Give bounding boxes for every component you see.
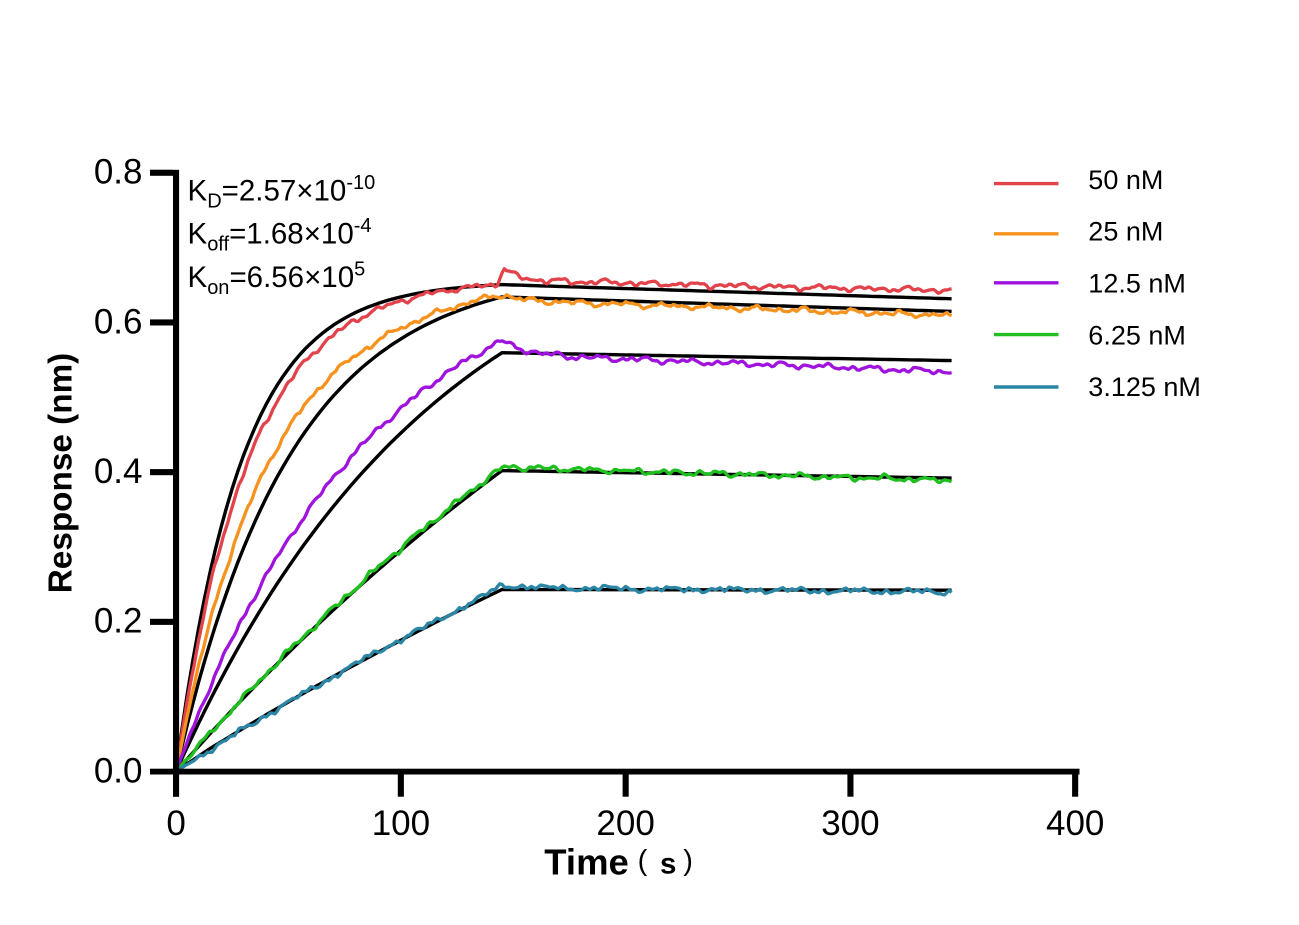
svg-text:0.6: 0.6 [94,302,143,341]
svg-text:0.2: 0.2 [94,602,143,641]
svg-text:Kon=6.56×105: Kon=6.56×105 [188,259,366,300]
svg-text:): ) [683,845,693,877]
svg-text:3.125 nM: 3.125 nM [1088,372,1201,402]
svg-text:6.25 nM: 6.25 nM [1088,321,1186,351]
svg-text:200: 200 [596,804,654,843]
svg-text:Time: Time [544,842,629,883]
svg-text:50 nM: 50 nM [1088,165,1163,195]
svg-text:0: 0 [166,804,185,843]
svg-text:25 nM: 25 nM [1088,217,1163,247]
svg-text:0.0: 0.0 [94,751,143,790]
svg-text:0.8: 0.8 [94,153,143,192]
svg-text:0.4: 0.4 [94,452,143,491]
svg-text:Response (nm): Response (nm) [43,353,80,594]
svg-text:12.5 nM: 12.5 nM [1088,268,1186,298]
svg-text:(: ( [638,845,648,877]
svg-text:300: 300 [821,804,879,843]
svg-text:100: 100 [372,804,430,843]
svg-text:s: s [660,848,676,881]
svg-text:400: 400 [1046,804,1104,843]
svg-text:Koff=1.68×10-4: Koff=1.68×10-4 [188,215,372,256]
svg-text:KD=2.57×10-10: KD=2.57×10-10 [188,172,376,213]
